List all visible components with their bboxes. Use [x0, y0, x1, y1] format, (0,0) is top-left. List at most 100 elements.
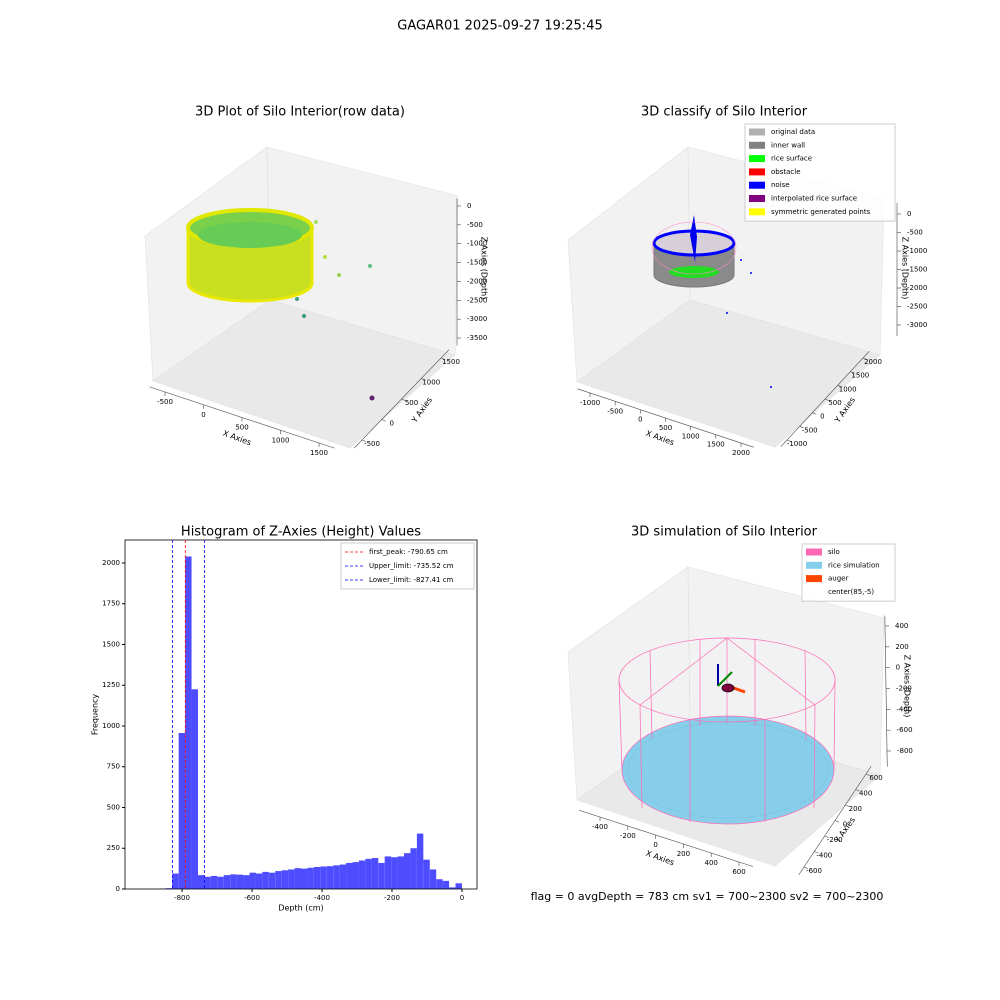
z-tick-label: -2000	[907, 284, 927, 292]
x-tick-label: -500	[157, 398, 173, 406]
bar	[410, 848, 417, 889]
bar	[436, 879, 443, 889]
x-tick-label: -600	[244, 894, 260, 902]
z-tick-label: -2000	[467, 277, 487, 285]
y-tick-label: 400	[859, 790, 872, 798]
bar	[243, 875, 250, 889]
y-tick-label: 2000	[864, 358, 882, 366]
legend-label: auger	[828, 575, 848, 583]
bar	[404, 853, 411, 889]
bar	[294, 868, 301, 889]
bar	[429, 869, 437, 889]
point-cloud	[186, 208, 375, 401]
bar	[275, 871, 282, 889]
tick-mark	[814, 851, 819, 854]
z-tick-label: -500	[467, 221, 483, 229]
x-tick-label: 1500	[707, 441, 725, 449]
tick-mark	[803, 866, 809, 869]
y-tick-label: 1000	[102, 722, 120, 730]
bar	[191, 689, 198, 889]
legend-swatch	[749, 128, 765, 136]
bar	[339, 864, 347, 889]
legend-label: rice simulation	[828, 561, 880, 569]
z-tick-label: 0	[896, 664, 900, 672]
bar	[416, 833, 424, 889]
bar	[333, 865, 340, 889]
bar	[449, 887, 456, 889]
bar	[371, 858, 379, 889]
bar	[455, 883, 462, 889]
bar	[197, 875, 205, 889]
bar	[185, 556, 192, 889]
bar	[384, 856, 392, 889]
legend-label: inner wall	[771, 141, 805, 149]
y-tick-label: 1000	[839, 385, 857, 393]
y-axis-label: Frequency	[91, 694, 100, 736]
z-tick-label: -3000	[467, 315, 487, 323]
legend-swatch	[749, 181, 765, 189]
tick-mark	[837, 385, 842, 388]
legend-swatch	[749, 168, 765, 176]
x-tick-label: 1500	[310, 449, 328, 457]
legend-label: Upper_limit: -735.52 cm	[369, 562, 454, 570]
bar	[346, 862, 353, 889]
y-tick-label: -1000	[787, 440, 807, 448]
tick-mark	[421, 378, 426, 381]
x-tick-label: -200	[620, 832, 636, 840]
y-tick-label: 0	[843, 821, 847, 829]
bar	[281, 870, 289, 889]
bar	[178, 733, 186, 889]
chart-title: 3D Plot of Silo Interior(row data)	[195, 105, 405, 120]
bar	[230, 874, 237, 889]
bar	[249, 872, 256, 889]
tick-mark	[862, 357, 868, 360]
legend-label: Lower_limit: -827.41 cm	[369, 576, 454, 584]
y-tick-label: 1500	[102, 640, 120, 648]
legend-box	[340, 542, 475, 590]
status-footer: flag = 0 avgDepth = 783 cm sv1 = 700~230…	[531, 890, 884, 903]
plot-frame	[124, 539, 478, 890]
tick-mark	[824, 835, 829, 838]
x-tick-label: -800	[174, 894, 190, 902]
legend-swatch	[749, 195, 765, 202]
tick-mark	[824, 398, 830, 401]
y-tick-label: 200	[849, 805, 862, 813]
tick-mark	[361, 439, 367, 442]
tick-mark	[834, 820, 840, 823]
legend-label: obstacle	[771, 168, 801, 176]
z-tick-label: 0	[467, 202, 471, 210]
bar	[442, 880, 450, 889]
x-tick-label: 0	[653, 841, 657, 849]
legend-label: rice surface	[771, 155, 812, 163]
y-tick-label: -400	[816, 852, 832, 860]
x-tick-label: 0	[201, 411, 205, 419]
chart-title: 3D classify of Silo Interior	[641, 105, 808, 120]
legend-label: noise	[771, 181, 790, 189]
z-tick-label: -600	[897, 726, 913, 734]
tick-mark	[865, 773, 871, 776]
x-tick-label: 500	[235, 424, 248, 432]
tick-mark	[440, 357, 446, 360]
bar	[301, 868, 308, 889]
legend-label: interpolated rice surface	[771, 195, 857, 203]
tick-mark	[845, 804, 850, 807]
legend-label: first_peak: -790.65 cm	[369, 548, 448, 556]
z-tick-label: -800	[897, 747, 913, 755]
bar	[378, 862, 385, 889]
y-tick-label: 1500	[442, 358, 460, 366]
legend-swatch	[749, 141, 765, 149]
legend-swatch	[806, 548, 822, 556]
bar	[397, 856, 405, 889]
y-tick-label: 250	[107, 844, 120, 852]
axis-line	[884, 615, 888, 767]
x-tick-label: -400	[314, 894, 330, 902]
bar	[320, 866, 327, 889]
y-tick-label: 1750	[102, 600, 120, 608]
x-axis-label: X Axies	[645, 849, 676, 868]
x-tick-label: 200	[677, 850, 690, 858]
y-tick-label: 0	[390, 420, 394, 428]
legend-swatch	[806, 588, 822, 596]
point-cloud	[651, 215, 772, 388]
bar	[313, 866, 321, 889]
